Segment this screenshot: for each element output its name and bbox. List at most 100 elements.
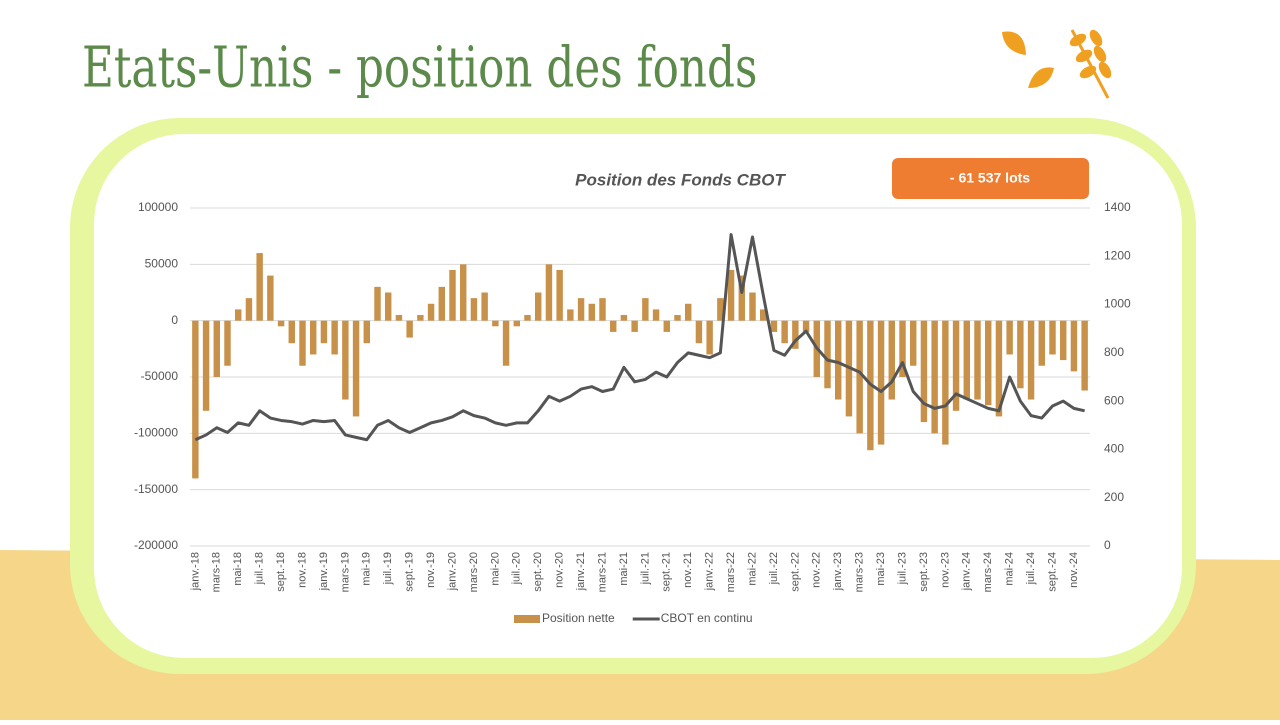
bar xyxy=(1027,320,1035,400)
bar xyxy=(556,269,563,321)
bar xyxy=(695,320,703,344)
bar xyxy=(835,320,842,400)
bar xyxy=(663,320,670,332)
x-tick-label: mars-21 xyxy=(596,552,608,592)
bar xyxy=(910,320,917,366)
chart-title: Position des Fonds CBOT xyxy=(575,170,786,189)
bar xyxy=(374,286,381,321)
badge xyxy=(892,158,1089,199)
bar xyxy=(792,320,799,349)
x-tick-label: juil.-18 xyxy=(254,552,266,585)
y-tick-label: -200000 xyxy=(134,538,178,552)
x-tick-label: mai-21 xyxy=(618,552,630,586)
bar xyxy=(588,303,595,321)
bar xyxy=(567,309,574,321)
bar xyxy=(760,309,767,321)
bar xyxy=(320,320,328,344)
bar xyxy=(781,320,788,344)
bar xyxy=(631,320,638,332)
x-tick-label: nov.-20 xyxy=(554,552,566,588)
bar xyxy=(277,320,285,327)
bar xyxy=(738,275,745,321)
bar xyxy=(1006,320,1013,355)
bar xyxy=(856,320,863,434)
y-tick-label: -50000 xyxy=(141,369,179,383)
bar xyxy=(749,292,756,321)
bar xyxy=(299,320,306,366)
bar xyxy=(545,264,553,321)
bar xyxy=(438,286,445,321)
bar xyxy=(620,315,628,321)
y2-tick-label: 400 xyxy=(1104,442,1124,456)
bar xyxy=(685,303,692,321)
bar xyxy=(288,320,295,344)
bar xyxy=(235,309,242,321)
x-tick-label: mars-20 xyxy=(468,552,480,592)
bar xyxy=(1017,320,1024,389)
y-tick-label: 100000 xyxy=(138,200,178,214)
bar xyxy=(802,320,810,332)
x-tick-label: mai-24 xyxy=(1004,552,1016,586)
x-tick-label: mars-24 xyxy=(982,552,994,592)
bar xyxy=(492,320,499,327)
x-tick-label: mars-19 xyxy=(339,552,351,592)
x-tick-label: sept.-21 xyxy=(661,552,673,592)
x-tick-label: janv.-23 xyxy=(832,552,844,591)
bar xyxy=(406,320,413,338)
x-tick-label: nov.-18 xyxy=(296,552,308,588)
bar xyxy=(213,320,220,377)
bar xyxy=(942,320,949,445)
x-tick-label: sept.-19 xyxy=(404,552,416,592)
bar xyxy=(524,315,531,321)
bar xyxy=(1038,320,1045,366)
bar xyxy=(513,320,520,327)
bar xyxy=(610,320,617,332)
legend-swatch xyxy=(514,615,540,623)
y2-tick-label: 1000 xyxy=(1104,297,1131,311)
x-tick-label: mars-18 xyxy=(211,552,223,592)
bar xyxy=(674,315,681,321)
bar xyxy=(395,315,403,321)
bar xyxy=(931,320,938,434)
bar xyxy=(192,320,199,479)
bar xyxy=(770,320,778,332)
x-tick-label: mai-18 xyxy=(232,552,244,586)
bar xyxy=(706,320,713,355)
bar xyxy=(331,320,338,355)
bar xyxy=(202,320,210,411)
bar xyxy=(385,292,392,321)
x-tick-label: mars-23 xyxy=(854,552,866,592)
x-tick-label: juil.-24 xyxy=(1025,552,1037,585)
x-tick-label: janv.-18 xyxy=(189,552,201,591)
y2-tick-label: 600 xyxy=(1104,393,1124,407)
x-tick-label: sept.-18 xyxy=(275,552,287,592)
bar xyxy=(963,320,970,400)
y-tick-label: -150000 xyxy=(134,482,178,496)
x-tick-label: mai-22 xyxy=(746,552,758,586)
bar xyxy=(1060,320,1067,361)
x-tick-label: janv.-21 xyxy=(575,552,587,591)
bar xyxy=(256,253,263,321)
bar xyxy=(995,320,1003,417)
y-tick-label: 0 xyxy=(171,313,178,327)
y2-tick-label: 800 xyxy=(1104,345,1124,359)
bar xyxy=(717,298,724,321)
bar xyxy=(952,320,960,411)
x-tick-label: mai-20 xyxy=(489,552,501,586)
x-tick-label: mai-19 xyxy=(361,552,373,586)
bar xyxy=(642,298,649,321)
y2-tick-label: 1400 xyxy=(1104,200,1131,214)
bar xyxy=(974,320,981,400)
x-tick-label: sept.-24 xyxy=(1046,552,1058,592)
x-tick-label: sept.-23 xyxy=(918,552,930,592)
y-tick-label: -100000 xyxy=(134,426,178,440)
x-tick-label: juil.-22 xyxy=(768,552,780,585)
x-tick-label: nov.-24 xyxy=(1068,552,1080,588)
slide-title: Etats-Unis - position des fonds xyxy=(82,34,757,100)
bar xyxy=(577,298,585,321)
bar xyxy=(363,320,370,344)
bar xyxy=(460,264,467,321)
bar xyxy=(824,320,831,389)
bar xyxy=(449,269,456,321)
